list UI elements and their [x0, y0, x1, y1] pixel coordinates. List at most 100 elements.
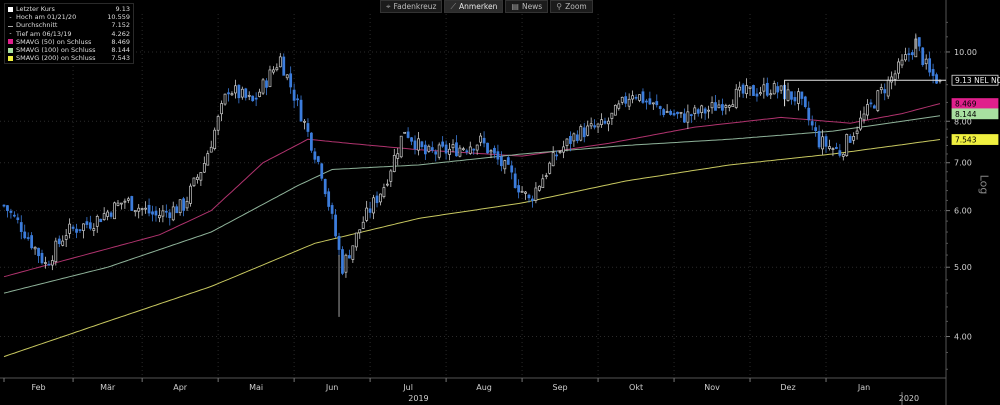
- candle-body: [499, 156, 503, 167]
- legend-value: 8.469: [111, 37, 130, 46]
- candle: [441, 136, 445, 148]
- candle-body: [569, 135, 572, 144]
- candle-body: [793, 97, 797, 102]
- candle: [306, 118, 310, 138]
- candle-body: [686, 111, 690, 123]
- candle-body: [337, 236, 341, 250]
- candle-body: [565, 138, 569, 147]
- candle-body: [859, 117, 862, 130]
- candle: [341, 246, 344, 276]
- candle: [161, 205, 165, 223]
- candle: [707, 105, 710, 119]
- candle: [755, 88, 759, 102]
- candle-body: [537, 185, 541, 191]
- candle: [734, 84, 738, 110]
- legend-swatch: [8, 39, 13, 45]
- legend-label: Letzter Kurs: [16, 5, 55, 13]
- candle-body: [389, 170, 393, 182]
- candle-body: [420, 141, 424, 148]
- candle: [154, 206, 158, 222]
- x-tick-label: Apr: [173, 383, 188, 392]
- legend-value: 9.13: [115, 5, 130, 13]
- candle-body: [434, 151, 438, 155]
- candle-body: [423, 144, 427, 155]
- candle: [372, 194, 375, 220]
- candle: [714, 94, 717, 111]
- candle: [641, 88, 645, 104]
- magnifier-icon: ⚲: [556, 2, 563, 11]
- x-tick-label: Dez: [780, 383, 795, 392]
- candle: [223, 93, 227, 106]
- candle: [237, 84, 241, 104]
- candle-body: [61, 240, 65, 246]
- candle-body: [85, 221, 89, 225]
- x-tick-label: Aug: [476, 383, 492, 392]
- candle-body: [910, 52, 914, 56]
- candle: [37, 247, 40, 263]
- candle-body: [631, 95, 634, 100]
- candle-body: [199, 172, 203, 181]
- candle-body: [37, 247, 40, 257]
- candle-body: [714, 102, 717, 111]
- candle: [524, 191, 527, 200]
- candle: [323, 178, 327, 197]
- y-tick-label: 7.00: [954, 159, 972, 168]
- zoom-button[interactable]: ⚲ Zoom: [550, 0, 593, 13]
- candle: [710, 96, 714, 114]
- last-price-tag-bg: [951, 74, 999, 86]
- candle-body: [223, 93, 227, 105]
- candle-body: [562, 146, 565, 153]
- candle-body: [506, 157, 510, 165]
- candle: [254, 92, 258, 107]
- news-button[interactable]: ▤ News: [505, 0, 549, 13]
- candle-body: [759, 92, 762, 95]
- candle: [821, 129, 824, 155]
- candle-body: [372, 197, 375, 214]
- candle-body: [237, 84, 241, 99]
- candle-body: [12, 214, 16, 217]
- candle-body: [517, 185, 521, 193]
- candle: [303, 118, 306, 130]
- candle-body: [40, 252, 44, 264]
- smavg200-tag-bg: [951, 134, 999, 145]
- candle: [665, 104, 669, 113]
- candle: [655, 94, 659, 108]
- candle: [88, 215, 92, 231]
- candle-body: [272, 69, 275, 73]
- x-tick-label: Jun: [325, 383, 339, 392]
- candle-body: [852, 136, 856, 141]
- candle-body: [6, 205, 9, 211]
- candle: [126, 196, 130, 204]
- candle-body: [610, 112, 614, 119]
- candle-body: [375, 195, 379, 204]
- candle: [510, 160, 514, 180]
- candle: [862, 106, 866, 124]
- candle: [230, 91, 234, 97]
- last-price-line: [784, 79, 946, 107]
- candle: [907, 47, 911, 62]
- candle-body: [258, 91, 261, 97]
- candle-body: [786, 89, 790, 101]
- candle-body: [921, 47, 925, 66]
- candle-body: [303, 120, 306, 123]
- candle: [838, 144, 842, 158]
- candle-body: [486, 142, 489, 154]
- annotate-button[interactable]: ⟋ Anmerken: [444, 0, 504, 13]
- candle-body: [126, 198, 130, 201]
- candle: [814, 121, 818, 137]
- candle: [130, 195, 134, 212]
- candle: [385, 179, 389, 187]
- candle-body: [230, 93, 234, 96]
- crosshair-button[interactable]: ⌖ Fadenkreuz: [380, 0, 443, 13]
- candle: [679, 111, 683, 118]
- candle: [517, 179, 521, 199]
- candle-body: [607, 120, 610, 125]
- candle-body: [168, 212, 172, 219]
- candle-body: [665, 111, 669, 113]
- candle-body: [776, 86, 780, 93]
- candle: [817, 125, 821, 150]
- candle-body: [261, 79, 265, 94]
- candle-body: [220, 103, 223, 115]
